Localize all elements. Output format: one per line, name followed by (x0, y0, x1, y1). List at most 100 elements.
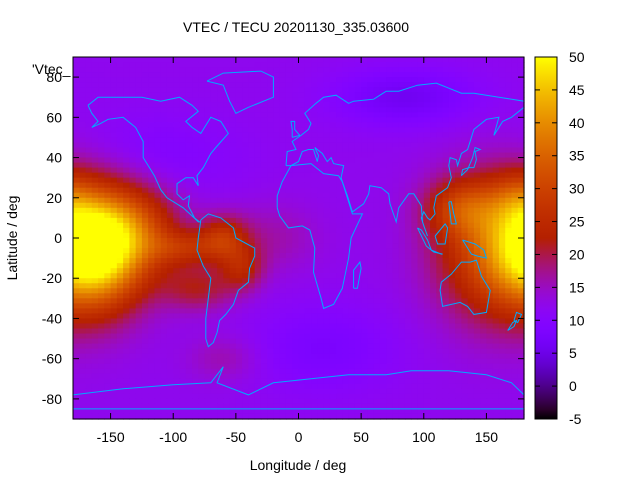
heatmap-cell (480, 87, 488, 93)
heatmap-cell (317, 122, 325, 128)
heatmap-cell (229, 308, 237, 315)
heatmap-cell (223, 353, 231, 360)
heatmap-cell (367, 373, 375, 380)
heatmap-cell (154, 202, 162, 209)
heatmap-cell (473, 177, 481, 184)
heatmap-cell (430, 112, 437, 118)
heatmap-cell (179, 313, 187, 320)
heatmap-cell (98, 283, 105, 289)
heatmap-cell (154, 328, 162, 335)
heatmap-cell (123, 142, 130, 149)
heatmap-cell (267, 288, 275, 294)
heatmap-cell (223, 363, 231, 370)
heatmap-cell (242, 333, 249, 340)
heatmap-cell (329, 152, 337, 159)
heatmap-cell (373, 197, 381, 204)
heatmap-cell (123, 283, 130, 289)
heatmap-cell (467, 288, 475, 294)
heatmap-cell (273, 288, 281, 294)
heatmap-cell (273, 343, 281, 350)
heatmap-cell (141, 117, 149, 123)
heatmap-cell (173, 368, 181, 375)
heatmap-cell (361, 192, 368, 199)
heatmap-cell (311, 77, 318, 83)
heatmap-cell (154, 283, 162, 289)
heatmap-cell (116, 82, 124, 88)
heatmap-cell (486, 107, 494, 113)
heatmap-cell (279, 172, 287, 179)
heatmap-cell (141, 87, 149, 93)
heatmap-cell (492, 373, 500, 380)
heatmap-cell (467, 263, 475, 269)
heatmap-cell (398, 358, 406, 365)
heatmap-cell (404, 303, 412, 309)
heatmap-cell (448, 308, 456, 315)
heatmap-cell (173, 248, 181, 254)
heatmap-cell (104, 273, 112, 279)
heatmap-cell (348, 388, 356, 395)
heatmap-cell (198, 152, 206, 159)
heatmap-cell (480, 333, 488, 340)
heatmap-cell (198, 273, 206, 279)
heatmap-cell (342, 142, 350, 149)
heatmap-cell (160, 293, 168, 299)
heatmap-cell (104, 308, 112, 315)
heatmap-cell (304, 283, 312, 289)
heatmap-cell (404, 253, 412, 259)
heatmap-cell (467, 378, 475, 385)
heatmap-cell (511, 107, 519, 113)
heatmap-cell (505, 197, 513, 204)
heatmap-cell (430, 393, 437, 400)
heatmap-cell (386, 142, 394, 149)
heatmap-cell (411, 363, 419, 370)
heatmap-cell (492, 343, 500, 350)
heatmap-cell (311, 212, 318, 219)
heatmap-cell (517, 127, 525, 134)
heatmap-cell (235, 333, 243, 340)
heatmap-cell (160, 227, 168, 234)
heatmap-cell (379, 308, 387, 315)
heatmap-cell (235, 263, 243, 269)
heatmap-cell (498, 142, 506, 149)
heatmap-cell (160, 187, 168, 194)
heatmap-cell (398, 217, 406, 224)
heatmap-cell (323, 393, 331, 400)
heatmap-cell (386, 323, 394, 330)
heatmap-cell (492, 248, 500, 254)
heatmap-cell (166, 107, 174, 113)
heatmap-cell (254, 283, 262, 289)
heatmap-cell (73, 348, 80, 355)
heatmap-cell (323, 243, 331, 249)
heatmap-cell (373, 338, 381, 345)
heatmap-cell (229, 197, 237, 204)
heatmap-cell (148, 202, 156, 209)
heatmap-cell (254, 298, 262, 304)
heatmap-cell (392, 192, 400, 199)
heatmap-cell (517, 197, 525, 204)
heatmap-cell (511, 162, 519, 169)
heatmap-cell (166, 278, 174, 284)
heatmap-cell (448, 273, 456, 279)
heatmap-cell (511, 117, 519, 123)
heatmap-cell (386, 57, 394, 63)
heatmap-cell (110, 122, 118, 128)
heatmap-cell (223, 232, 231, 239)
heatmap-cell (160, 283, 168, 289)
heatmap-cell (148, 187, 156, 194)
heatmap-cell (79, 152, 87, 159)
heatmap-cell (185, 383, 193, 390)
heatmap-cell (436, 112, 444, 118)
heatmap-cell (154, 177, 162, 184)
heatmap-cell (179, 263, 187, 269)
heatmap-cell (423, 318, 431, 325)
heatmap-cell (386, 112, 394, 118)
heatmap-cell (79, 122, 87, 128)
heatmap-cell (311, 343, 318, 350)
heatmap-cell (292, 72, 300, 78)
heatmap-cell (423, 278, 431, 284)
heatmap-cell (517, 253, 525, 259)
heatmap-cell (116, 373, 124, 380)
heatmap-cell (79, 227, 87, 234)
heatmap-cell (367, 318, 375, 325)
heatmap-cell (455, 243, 462, 249)
